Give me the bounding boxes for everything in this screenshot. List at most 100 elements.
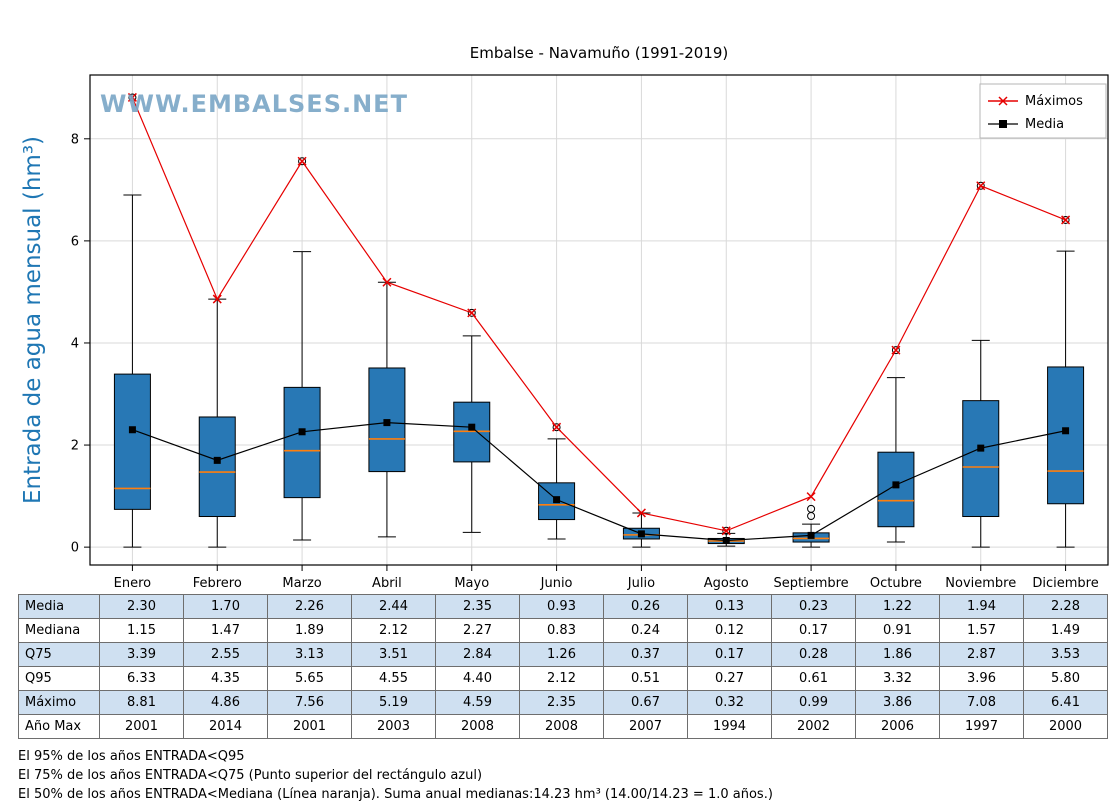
footnotes: El 95% de los años ENTRADA<Q95 El 75% de …: [18, 747, 773, 804]
x-tick-label: Febrero: [193, 576, 242, 590]
media-marker: [298, 428, 306, 436]
table-cell: 2.27: [435, 618, 520, 643]
boxplot-box: [283, 386, 321, 499]
table-cell: 7.08: [939, 690, 1024, 715]
maximos-marker: [212, 294, 222, 304]
table-cell: 4.40: [435, 666, 520, 691]
table-cell: 2.28: [1023, 594, 1108, 619]
outlier-point: [891, 346, 900, 355]
x-tick-label: Noviembre: [945, 576, 1016, 590]
table-row: Año Max 2001 2014 2001 2003 2008 2008 2007 1994 2…: [18, 714, 1108, 739]
media-marker: [977, 444, 985, 452]
media-marker: [553, 496, 561, 504]
watermark: WWW.EMBALSES.NET: [100, 90, 408, 118]
plot-layer: 0 2 4 6 8 Enero Febrero Marzo Abril Mayo Junio Juli…: [71, 74, 1109, 591]
table-cell: 1994: [687, 714, 772, 739]
table-cell: 2001: [267, 714, 352, 739]
maximos-marker: [127, 92, 137, 102]
table-cell: 0.93: [519, 594, 604, 619]
table-cell: 0.12: [687, 618, 772, 643]
table-cell: 5.19: [351, 690, 436, 715]
table-cell: 1.47: [183, 618, 268, 643]
table-cell: 3.51: [351, 642, 436, 667]
table-cell: 1997: [939, 714, 1024, 739]
media-marker: [128, 426, 136, 434]
boxplot-box: [962, 400, 1000, 518]
table-cell: 2.12: [351, 618, 436, 643]
table-cell: 4.35: [183, 666, 268, 691]
table-cell: 0.24: [603, 618, 688, 643]
table-cell: 0.13: [687, 594, 772, 619]
table-row: Q95 6.33 4.35 5.65 4.55 4.40 2.12 0.51 0.27 0.61 3…: [18, 666, 1108, 691]
table-cell: 3.32: [855, 666, 940, 691]
table-cell: 1.57: [939, 618, 1024, 643]
table-cell: 2.44: [351, 594, 436, 619]
x-tick-label: Abril: [372, 576, 402, 590]
table-cell: 2.35: [435, 594, 520, 619]
outlier-point: [722, 526, 731, 535]
outlier-point: [552, 423, 561, 432]
legend-box: [979, 83, 1107, 139]
legend-x-marker-icon: [998, 96, 1008, 106]
table-cell: 2.12: [519, 666, 604, 691]
table-cell: 2003: [351, 714, 436, 739]
plot-frame: [89, 74, 1109, 566]
media-marker: [722, 537, 730, 544]
table-row: Q75 3.39 2.55 3.13 3.51 2.84 1.26 0.37 0.17 0.28 1…: [18, 642, 1108, 667]
table-cell: 2.35: [519, 690, 604, 715]
maximos-marker: [552, 422, 562, 432]
maximos-marker: [1061, 215, 1071, 225]
table-cell: 0.17: [687, 642, 772, 667]
outlier-point: [467, 308, 476, 317]
table-row: Mediana 1.15 1.47 1.89 2.12 2.27 0.83 0.24 0.12 0…: [18, 618, 1108, 643]
media-marker: [383, 419, 391, 427]
footnote-line: El 95% de los años ENTRADA<Q95: [18, 749, 245, 764]
outlier-point: [298, 157, 307, 166]
table-cell: 2008: [435, 714, 520, 739]
table-cell: 8.81: [99, 690, 184, 715]
y-tick-label: 2: [71, 439, 79, 454]
table-cell: 0.27: [687, 666, 772, 691]
table-cell: 4.86: [183, 690, 268, 715]
x-tick-label: Octubre: [870, 576, 922, 590]
table-cell: 1.94: [939, 594, 1024, 619]
y-tick-label: 8: [71, 132, 79, 147]
table-row: Máximo 8.81 4.86 7.56 5.19 4.59 2.35 0.67 0.32 0.…: [18, 690, 1108, 715]
y-tick-label: 0: [71, 541, 79, 556]
table-cell: 6.33: [99, 666, 184, 691]
maximos-marker: [297, 156, 307, 166]
table-cell: 2001: [99, 714, 184, 739]
table-cell: 2008: [519, 714, 604, 739]
table-cell: 2006: [855, 714, 940, 739]
outlier-point: [976, 181, 985, 190]
table-cell: 5.80: [1023, 666, 1108, 691]
table-cell: 3.39: [99, 642, 184, 667]
maximos-marker: [976, 181, 986, 191]
table-cell: 0.17: [771, 618, 856, 643]
table-cell: 0.32: [687, 690, 772, 715]
table-row-header: Q75: [18, 642, 100, 667]
maximos-marker: [467, 308, 477, 318]
table-cell: 0.28: [771, 642, 856, 667]
table-cell: 1.86: [855, 642, 940, 667]
table-cell: 2.87: [939, 642, 1024, 667]
table-cell: 0.91: [855, 618, 940, 643]
table-cell: 0.51: [603, 666, 688, 691]
y-axis-label: Entrada de agua mensual (hm³): [20, 136, 46, 504]
table-cell: 3.86: [855, 690, 940, 715]
legend-square-marker-icon: [999, 120, 1007, 128]
maximos-marker: [636, 508, 646, 518]
table-cell: 2.84: [435, 642, 520, 667]
table-cell: 0.67: [603, 690, 688, 715]
table-cell: 2.55: [183, 642, 268, 667]
maximos-marker: [382, 277, 392, 287]
maximos-line: [131, 97, 1066, 532]
table-cell: 7.56: [267, 690, 352, 715]
maximos-marker: [806, 492, 816, 502]
boxplot-box: [198, 416, 236, 518]
table-row-header: Año Max: [18, 714, 100, 739]
table-cell: 2014: [183, 714, 268, 739]
boxplot-box: [113, 373, 151, 510]
x-tick-label: Enero: [114, 576, 152, 590]
